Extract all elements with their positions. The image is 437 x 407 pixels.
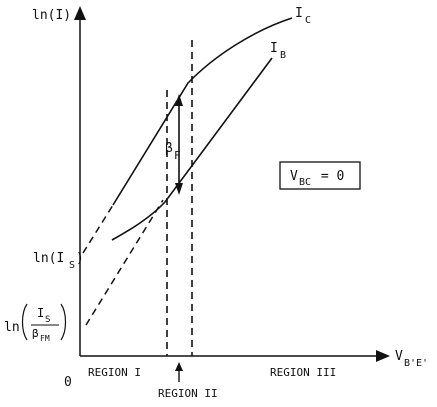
ratio-numerator-sub: S bbox=[45, 315, 50, 325]
condition-box bbox=[279, 161, 361, 190]
region-i-label: REGION I bbox=[88, 366, 141, 379]
ln-is-prefix: ln(I bbox=[33, 251, 64, 266]
origin-label: 0 bbox=[64, 375, 72, 390]
ic-curve bbox=[112, 17, 293, 206]
ratio-right-paren bbox=[60, 303, 67, 341]
region-ii-pointer-arrowhead bbox=[175, 362, 183, 371]
beta-arrowhead-down bbox=[175, 183, 183, 195]
x-axis-label-main: V bbox=[395, 349, 403, 364]
condition-rest: = 0 bbox=[313, 169, 344, 184]
ic-extrapolation-dashed bbox=[82, 204, 114, 254]
ib-label-sub: B bbox=[280, 50, 286, 61]
ratio-denominator-main: β bbox=[32, 327, 39, 340]
beta-f-label-main: β bbox=[165, 141, 173, 156]
ic-label-main: I bbox=[295, 6, 303, 21]
ic-label-sub: C bbox=[305, 15, 311, 26]
ln-is-suffix: ) bbox=[76, 251, 84, 266]
x-axis-arrowhead bbox=[376, 350, 390, 362]
beta-arrowhead-up bbox=[175, 94, 183, 106]
ratio-left-paren bbox=[21, 303, 28, 341]
ratio-numerator-main: I bbox=[37, 306, 44, 320]
ratio-ln-prefix: ln bbox=[4, 320, 20, 335]
y-axis-arrowhead bbox=[74, 6, 86, 20]
ib-label-main: I bbox=[270, 41, 278, 56]
region-ii-label: REGION II bbox=[158, 387, 218, 400]
ln-is-sub: S bbox=[69, 260, 75, 271]
ib-curve bbox=[111, 57, 273, 241]
y-axis-label: ln(I) bbox=[32, 8, 71, 23]
condition-sub: BC bbox=[299, 177, 311, 188]
x-axis-label-sub: B'E' bbox=[404, 358, 428, 369]
region-iii-label: REGION III bbox=[270, 366, 336, 379]
condition-v: V bbox=[290, 169, 298, 184]
beta-f-label-sub: F bbox=[174, 149, 181, 162]
ib-extrapolation-dashed bbox=[85, 199, 164, 326]
ratio-denominator-sub: FM bbox=[40, 334, 50, 343]
